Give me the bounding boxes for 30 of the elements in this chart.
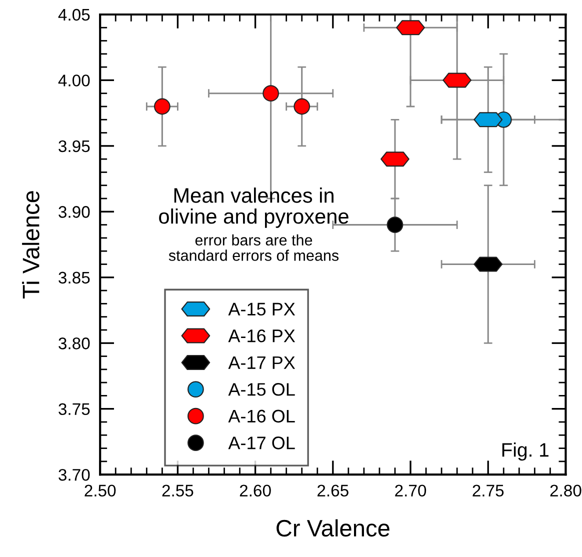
- annotation: error bars are the standard errors of means: [168, 234, 339, 261]
- legend-label: A-15 PX: [228, 302, 296, 316]
- point: [154, 98, 170, 115]
- y-tick-label: 4.00: [58, 74, 90, 86]
- x-tick-label: 2.50: [84, 484, 116, 497]
- legend-label: A-17 PX: [228, 356, 296, 369]
- x-tick-label: 2.60: [240, 484, 271, 497]
- y-tick-label: 3.85: [58, 272, 90, 284]
- x-tick-label: 2.80: [550, 484, 582, 497]
- annotation: Fig. 1: [502, 442, 548, 461]
- legend-label: A-17 OL: [228, 436, 295, 450]
- legend-label: A-16 OL: [228, 410, 295, 423]
- y-tick-label: 3.90: [58, 206, 90, 218]
- y-tick-label: 3.95: [58, 140, 90, 152]
- x-axis-title: Cr Valence: [276, 519, 390, 537]
- point: [294, 98, 310, 115]
- y-tick-label: 3.70: [58, 468, 90, 481]
- point: [262, 85, 280, 102]
- y-tick-label: 4.05: [58, 8, 90, 21]
- point: [386, 216, 404, 233]
- x-tick-label: 2.55: [162, 484, 194, 497]
- y-tick-label: 3.80: [58, 338, 90, 350]
- y-tick-label: 3.75: [58, 403, 90, 416]
- x-tick-label: 2.65: [318, 484, 348, 497]
- legend-label: A-15 OL: [228, 383, 295, 396]
- annotation: Mean valences in olivine and pyroxene: [159, 188, 348, 228]
- legend-label: A-16 PX: [228, 329, 296, 342]
- x-tick-label: 2.70: [395, 484, 426, 497]
- y-axis-title: Ti Valence: [22, 191, 40, 298]
- x-tick-label: 2.75: [472, 484, 504, 497]
